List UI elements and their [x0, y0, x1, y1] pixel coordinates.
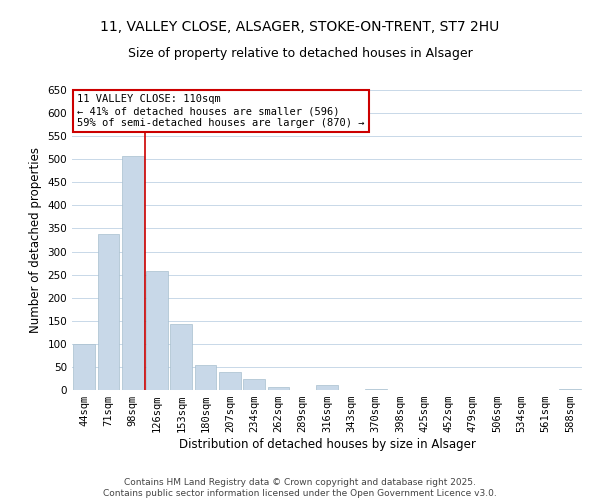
Bar: [122, 156, 143, 390]
Text: 11, VALLEY CLOSE, ALSAGER, STOKE-ON-TRENT, ST7 2HU: 11, VALLEY CLOSE, ALSAGER, STOKE-ON-TREN…: [100, 20, 500, 34]
Bar: [194, 365, 217, 390]
Bar: [243, 379, 265, 390]
Y-axis label: Number of detached properties: Number of detached properties: [29, 147, 42, 333]
Bar: [365, 388, 386, 390]
Bar: [219, 372, 241, 390]
Bar: [73, 344, 95, 390]
Text: Contains HM Land Registry data © Crown copyright and database right 2025.
Contai: Contains HM Land Registry data © Crown c…: [103, 478, 497, 498]
Bar: [170, 324, 192, 390]
Bar: [97, 234, 119, 390]
Text: 11 VALLEY CLOSE: 110sqm
← 41% of detached houses are smaller (596)
59% of semi-d: 11 VALLEY CLOSE: 110sqm ← 41% of detache…: [77, 94, 365, 128]
Bar: [316, 386, 338, 390]
Text: Size of property relative to detached houses in Alsager: Size of property relative to detached ho…: [128, 48, 472, 60]
Bar: [268, 387, 289, 390]
Bar: [559, 389, 581, 390]
Bar: [146, 272, 168, 390]
X-axis label: Distribution of detached houses by size in Alsager: Distribution of detached houses by size …: [179, 438, 475, 451]
